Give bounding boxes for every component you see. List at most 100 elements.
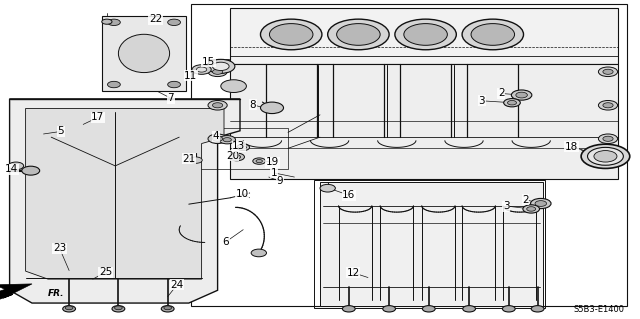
Circle shape bbox=[208, 100, 227, 110]
Circle shape bbox=[219, 136, 236, 144]
Circle shape bbox=[471, 24, 515, 45]
Text: 3: 3 bbox=[503, 201, 509, 211]
Circle shape bbox=[233, 155, 241, 159]
Text: 17: 17 bbox=[92, 112, 104, 122]
Circle shape bbox=[598, 100, 618, 110]
Circle shape bbox=[511, 90, 532, 100]
Circle shape bbox=[212, 62, 229, 70]
Polygon shape bbox=[102, 16, 186, 91]
Text: 10: 10 bbox=[236, 189, 248, 199]
Circle shape bbox=[240, 146, 246, 149]
Text: 13: 13 bbox=[232, 141, 245, 151]
Circle shape bbox=[395, 19, 456, 50]
Circle shape bbox=[463, 306, 476, 312]
Circle shape bbox=[342, 306, 355, 312]
Text: 12: 12 bbox=[347, 268, 360, 278]
Text: 8: 8 bbox=[250, 100, 256, 110]
Text: 2: 2 bbox=[522, 195, 529, 205]
Polygon shape bbox=[208, 59, 229, 67]
Circle shape bbox=[168, 81, 180, 88]
Circle shape bbox=[108, 19, 120, 26]
Circle shape bbox=[502, 306, 515, 312]
Circle shape bbox=[603, 103, 613, 108]
Text: 6: 6 bbox=[223, 237, 229, 247]
Text: FR.: FR. bbox=[48, 289, 65, 298]
Circle shape bbox=[531, 198, 551, 209]
Text: 21: 21 bbox=[182, 154, 195, 164]
Polygon shape bbox=[0, 284, 32, 301]
Circle shape bbox=[603, 69, 613, 74]
Circle shape bbox=[256, 160, 262, 163]
Circle shape bbox=[102, 19, 112, 24]
Text: 20: 20 bbox=[226, 151, 239, 161]
Circle shape bbox=[422, 306, 435, 312]
Circle shape bbox=[260, 102, 284, 114]
Text: 15: 15 bbox=[202, 56, 215, 67]
Circle shape bbox=[531, 306, 544, 312]
Circle shape bbox=[251, 249, 266, 257]
Circle shape bbox=[523, 205, 540, 213]
Circle shape bbox=[161, 306, 174, 312]
Circle shape bbox=[208, 67, 227, 77]
Circle shape bbox=[603, 136, 613, 141]
Circle shape bbox=[598, 134, 618, 144]
Text: 23: 23 bbox=[53, 243, 66, 253]
Circle shape bbox=[508, 100, 516, 105]
Circle shape bbox=[328, 19, 389, 50]
Circle shape bbox=[581, 144, 630, 168]
Circle shape bbox=[208, 134, 227, 144]
Text: 5: 5 bbox=[58, 126, 64, 137]
Circle shape bbox=[168, 19, 180, 26]
Circle shape bbox=[404, 24, 447, 45]
Circle shape bbox=[237, 144, 250, 151]
Circle shape bbox=[260, 19, 322, 50]
Circle shape bbox=[221, 80, 246, 93]
Polygon shape bbox=[10, 99, 240, 303]
Circle shape bbox=[229, 153, 244, 161]
Text: 24: 24 bbox=[171, 279, 184, 290]
Circle shape bbox=[320, 184, 335, 192]
Circle shape bbox=[108, 81, 120, 88]
Text: 1: 1 bbox=[271, 168, 277, 178]
Circle shape bbox=[207, 59, 235, 73]
Circle shape bbox=[535, 201, 547, 206]
Circle shape bbox=[598, 67, 618, 77]
Circle shape bbox=[192, 65, 211, 74]
Circle shape bbox=[196, 67, 207, 72]
Circle shape bbox=[115, 306, 122, 310]
Circle shape bbox=[8, 162, 24, 170]
Text: 11: 11 bbox=[184, 71, 197, 81]
Ellipse shape bbox=[118, 34, 170, 73]
Circle shape bbox=[22, 166, 40, 175]
Circle shape bbox=[212, 103, 223, 108]
Polygon shape bbox=[320, 182, 543, 306]
Text: 9: 9 bbox=[276, 176, 283, 186]
Text: 14: 14 bbox=[5, 164, 18, 174]
Circle shape bbox=[212, 136, 223, 141]
Circle shape bbox=[516, 92, 527, 98]
Text: 2: 2 bbox=[498, 88, 504, 99]
Circle shape bbox=[527, 207, 536, 211]
Circle shape bbox=[594, 151, 617, 162]
Text: 25: 25 bbox=[99, 267, 112, 277]
Circle shape bbox=[269, 24, 313, 45]
Circle shape bbox=[112, 306, 125, 312]
Text: 7: 7 bbox=[168, 93, 174, 103]
Text: 4: 4 bbox=[212, 131, 219, 141]
Text: S5B3-E1400: S5B3-E1400 bbox=[573, 305, 624, 314]
Circle shape bbox=[65, 306, 73, 310]
Polygon shape bbox=[230, 8, 618, 64]
Circle shape bbox=[337, 24, 380, 45]
Circle shape bbox=[212, 69, 223, 74]
Polygon shape bbox=[26, 108, 224, 279]
Text: 16: 16 bbox=[342, 190, 355, 200]
Text: 19: 19 bbox=[266, 157, 279, 167]
Polygon shape bbox=[230, 64, 618, 179]
Circle shape bbox=[189, 157, 202, 163]
Circle shape bbox=[504, 99, 520, 107]
Circle shape bbox=[253, 158, 266, 164]
Circle shape bbox=[462, 19, 524, 50]
Text: 22: 22 bbox=[149, 14, 162, 24]
Circle shape bbox=[588, 147, 623, 165]
Circle shape bbox=[164, 306, 172, 310]
